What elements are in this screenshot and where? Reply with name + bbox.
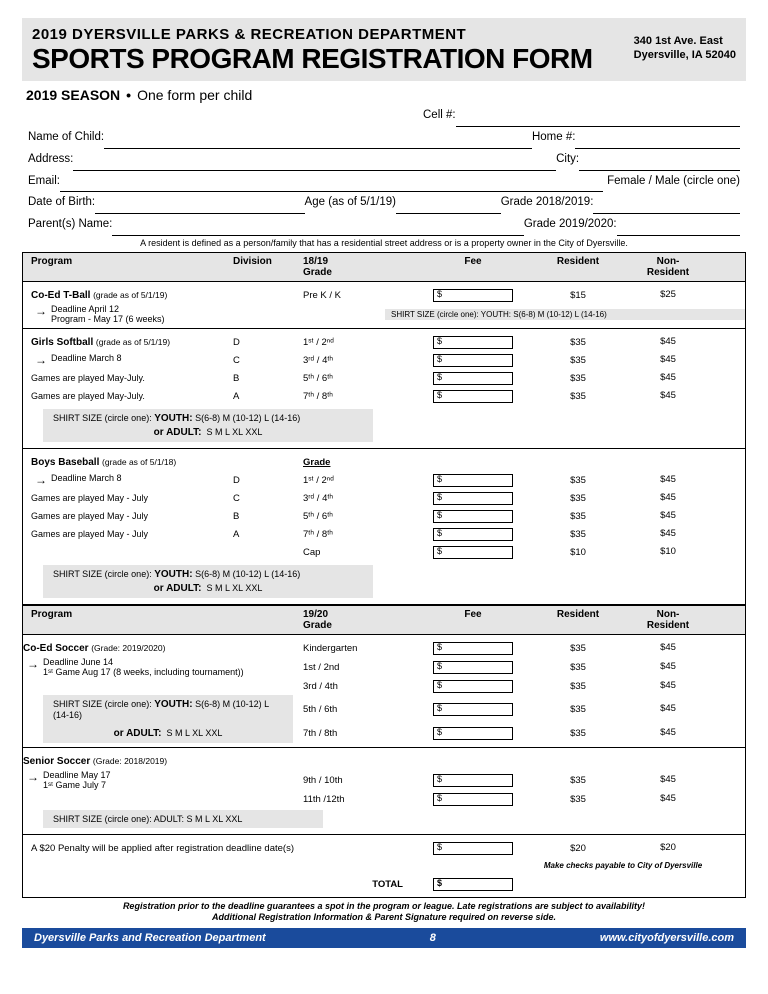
address-field[interactable] [73, 157, 556, 171]
header: 2019 DYERSVILLE PARKS & RECREATION DEPAR… [22, 18, 746, 81]
age-field[interactable] [396, 200, 501, 214]
grade2-field[interactable] [617, 222, 740, 236]
section-senior-soccer: Senior Soccer (Grade: 2018/2019) →Deadli… [23, 748, 745, 835]
arrow-icon: → [31, 353, 51, 367]
cell-field[interactable] [456, 113, 740, 127]
fee-input[interactable] [433, 354, 513, 367]
fill-in-blanks: Cell #: Name of Child:Home #: Address:Ci… [22, 105, 746, 236]
fee-input[interactable] [433, 793, 513, 806]
arrow-icon: → [23, 770, 43, 790]
fee-input[interactable] [433, 289, 513, 302]
fee-input[interactable] [433, 703, 513, 716]
form-title: SPORTS PROGRAM REGISTRATION FORM [32, 43, 736, 75]
total-input[interactable] [433, 878, 513, 891]
fee-input[interactable] [433, 546, 513, 559]
fee-input[interactable] [433, 372, 513, 385]
arrow-icon: → [23, 657, 43, 677]
name-field[interactable] [104, 135, 532, 149]
home-field[interactable] [575, 135, 740, 149]
shirt-size-strip: SHIRT SIZE (circle one): YOUTH: S(6-8) M… [385, 309, 745, 320]
dob-field[interactable] [95, 200, 304, 214]
programs-table: Program Division 18/19 Grade Fee Residen… [22, 252, 746, 898]
penalty-row: A $20 Penalty will be applied after regi… [23, 835, 745, 897]
resident-note: A resident is defined as a person/family… [22, 238, 746, 248]
shirt-size-box: SHIRT SIZE (circle one): YOUTH: S(6-8) M… [43, 409, 373, 442]
fee-input[interactable] [433, 727, 513, 740]
fee-input[interactable] [433, 680, 513, 693]
fee-input[interactable] [433, 390, 513, 403]
season-line: 2019 SEASON•One form per child [26, 87, 746, 103]
footer-bar: Dyersville Parks and Recreation Departme… [22, 928, 746, 948]
fee-input[interactable] [433, 842, 513, 855]
grade1-field[interactable] [593, 200, 740, 214]
fee-input[interactable] [433, 528, 513, 541]
fee-input[interactable] [433, 510, 513, 523]
fee-input[interactable] [433, 336, 513, 349]
section-soccer: Co-Ed Soccer (Grade: 2019/2020) Kinderga… [23, 635, 745, 748]
table-header: Program Division 18/19 Grade Fee Residen… [23, 253, 745, 282]
fee-input[interactable] [433, 661, 513, 674]
section-softball: Girls Softball (grade as of 5/1/19) D 1ˢ… [23, 329, 745, 449]
footer-note: Registration prior to the deadline guara… [22, 898, 746, 926]
section-baseball: Boys Baseball (grade as of 5/1/18) Grade… [23, 449, 745, 605]
city-field[interactable] [579, 157, 740, 171]
address-block: 340 1st Ave. East Dyersville, IA 52040 [634, 34, 736, 63]
arrow-icon: → [31, 473, 51, 487]
parent-field[interactable] [112, 222, 523, 236]
email-field[interactable] [60, 178, 603, 192]
fee-input[interactable] [433, 774, 513, 787]
section-tball: Co-Ed T-Ball (grade as of 5/1/19) Pre K … [23, 282, 745, 329]
fee-input[interactable] [433, 492, 513, 505]
fee-input[interactable] [433, 642, 513, 655]
fee-input[interactable] [433, 474, 513, 487]
arrow-icon: → [31, 304, 51, 324]
shirt-size-box: SHIRT SIZE (circle one): YOUTH: S(6-8) M… [43, 565, 373, 598]
dept-name: 2019 DYERSVILLE PARKS & RECREATION DEPAR… [32, 26, 736, 43]
table-header-2: Program 19/20 Grade Fee Resident Non- Re… [23, 605, 745, 635]
